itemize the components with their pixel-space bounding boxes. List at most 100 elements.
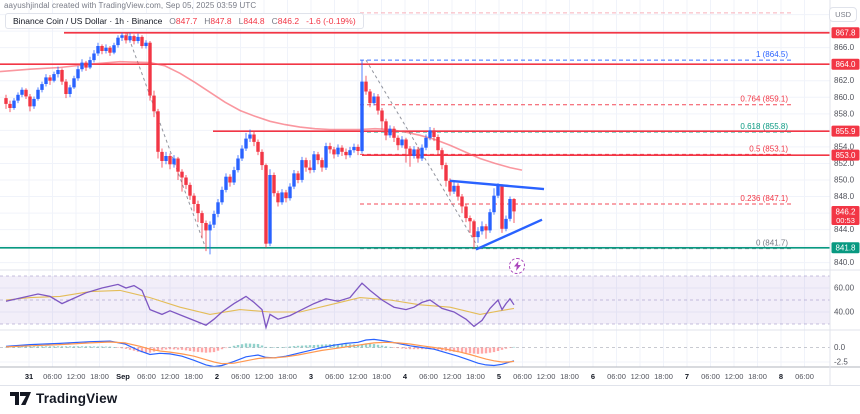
candle: [24, 89, 28, 97]
candle: [452, 185, 456, 192]
horizontal-level-lines[interactable]: [0, 31, 830, 249]
candle: [396, 137, 400, 146]
candle: [420, 147, 424, 159]
candle: [272, 175, 276, 194]
rsi-tick: 60.00: [834, 284, 855, 293]
candle: [264, 165, 268, 244]
candle: [456, 185, 460, 197]
svg-text:864.0: 864.0: [835, 60, 856, 69]
candle: [84, 62, 88, 68]
time-tick: 18:00: [560, 372, 579, 381]
candle: [280, 192, 284, 203]
time-tick: 12:00: [67, 372, 86, 381]
time-tick: 06:00: [231, 372, 250, 381]
candle: [492, 195, 496, 213]
candle: [216, 202, 220, 214]
fib-level-label: 0 (841.7): [756, 239, 788, 248]
fib-level-label: 0.5 (853.1): [749, 144, 788, 153]
macd-tick: -2.5: [834, 358, 848, 367]
candle: [372, 96, 376, 104]
candle: [120, 35, 124, 38]
time-tick: 3: [309, 372, 313, 381]
currency-toggle[interactable]: USD: [829, 7, 857, 22]
candle: [252, 134, 256, 142]
candle: [392, 128, 396, 138]
candle: [188, 184, 192, 196]
time-tick: 18:00: [654, 372, 673, 381]
time-tick: 18:00: [278, 372, 297, 381]
time-tick: 12:00: [255, 372, 274, 381]
candle: [416, 149, 420, 159]
candle: [300, 160, 304, 180]
macd-tick: 0.0: [834, 343, 846, 352]
time-tick: 8: [779, 372, 783, 381]
time-tick: 06:00: [419, 372, 438, 381]
candle: [424, 137, 428, 148]
candle: [68, 87, 72, 94]
candle: [204, 223, 208, 231]
ohlc-open: O847.7: [169, 16, 198, 26]
candle: [224, 176, 228, 190]
time-tick: 18:00: [466, 372, 485, 381]
candle: [160, 151, 164, 161]
flash-marker-icon[interactable]: [509, 258, 525, 274]
candle: [140, 36, 144, 46]
candle: [100, 46, 104, 51]
candle: [220, 189, 224, 203]
price-badge: 841.8: [831, 242, 860, 254]
price-badge: 864.0: [831, 58, 860, 70]
ohlc-high: H847.8: [204, 16, 232, 26]
candle: [240, 148, 244, 159]
time-tick: 5: [497, 372, 501, 381]
candle: [288, 186, 292, 199]
candle: [28, 96, 32, 107]
trendlines[interactable]: [449, 179, 545, 251]
candle: [500, 185, 504, 229]
time-tick: 6: [591, 372, 595, 381]
time-tick: 12:00: [161, 372, 180, 381]
price-axis[interactable]: 866.0 862.0 860.0 858.0 854.0 852.0 850.0 848.0…: [831, 27, 860, 367]
fib-level-label: 0.618 (855.8): [740, 122, 788, 131]
candle: [464, 206, 468, 219]
price-tick: 850.0: [834, 176, 855, 185]
candle: [488, 212, 492, 231]
symbol-legend[interactable]: Binance Coin / US Dollar · 1h · Binance …: [5, 13, 364, 29]
time-tick: 06:00: [43, 372, 62, 381]
candle: [356, 146, 360, 151]
time-tick: 06:00: [607, 372, 626, 381]
candle: [412, 149, 416, 156]
candle: [192, 195, 196, 204]
time-tick: 4: [403, 372, 408, 381]
candle: [48, 77, 52, 81]
candle: [320, 160, 324, 168]
candle: [128, 36, 132, 41]
time-tick: 12:00: [725, 372, 744, 381]
candle: [432, 130, 436, 137]
candle: [400, 139, 404, 146]
candle: [16, 94, 20, 101]
candle: [104, 47, 108, 51]
time-axis[interactable]: 31 06:00 12:00 18:00 Sep 06:00 12:00 18:00 2 06:0…: [25, 372, 814, 381]
price-tick: 858.0: [834, 109, 855, 118]
tradingview-logo[interactable]: TradingView: [10, 391, 117, 406]
candle: [212, 213, 216, 225]
price-badge: 853.0: [831, 149, 860, 161]
candle: [360, 81, 364, 152]
candle: [200, 213, 204, 223]
time-tick: 06:00: [795, 372, 814, 381]
time-tick: 12:00: [537, 372, 556, 381]
candle: [336, 147, 340, 155]
svg-text:855.9: 855.9: [835, 127, 856, 136]
candle: [316, 154, 320, 161]
candle: [368, 91, 372, 104]
candle: [56, 70, 60, 75]
candle: [256, 141, 260, 152]
candle: [348, 150, 352, 156]
lightning-icon: [513, 261, 521, 271]
candle: [112, 45, 116, 53]
time-tick: 12:00: [631, 372, 650, 381]
candle: [508, 199, 512, 219]
change-label: -1.6 (-0.19%): [306, 16, 356, 26]
price-badge: 855.9: [831, 125, 860, 137]
